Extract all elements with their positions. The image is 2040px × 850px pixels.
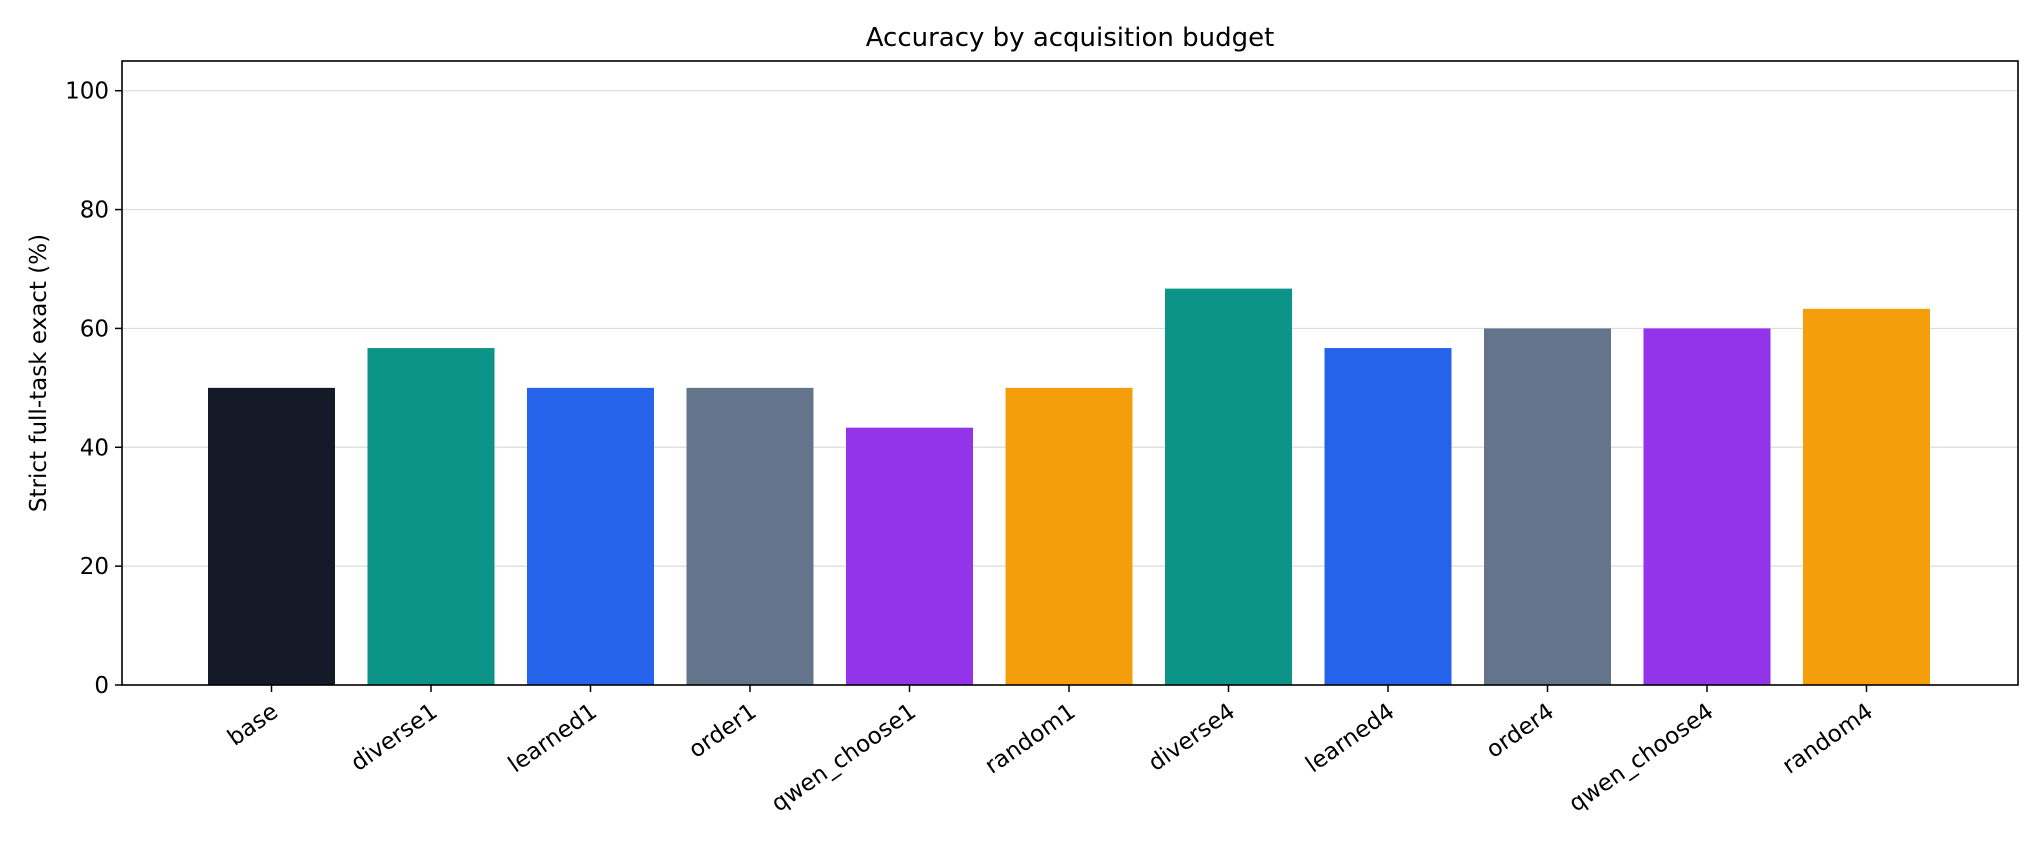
bar-base: [208, 387, 335, 685]
bar-qwen_choose1: [846, 427, 973, 685]
bar-random4: [1803, 308, 1930, 685]
y-tick-label: 100: [65, 79, 109, 105]
y-axis-label: Strict full-task exact (%): [26, 234, 52, 512]
x-tick-label-learned4: learned4: [1301, 699, 1399, 779]
bar-order1: [686, 387, 814, 685]
x-tick-label-order4: order4: [1482, 699, 1559, 764]
x-tick-label-qwen_choose4: qwen_choose4: [1564, 699, 1718, 818]
x-tick-label-qwen_choose1: qwen_choose1: [767, 699, 921, 818]
bar-order4: [1484, 328, 1611, 685]
bar-learned1: [527, 387, 654, 685]
x-tick-label-random4: random4: [1778, 699, 1878, 780]
bar-diverse4: [1165, 288, 1292, 685]
y-tick-label: 40: [80, 435, 109, 461]
x-tick-label-learned1: learned1: [504, 699, 602, 779]
x-tick-label-order1: order1: [684, 699, 761, 764]
bars: [208, 288, 1930, 685]
bar-diverse1: [367, 348, 495, 685]
bar-qwen_choose4: [1643, 328, 1771, 685]
x-tick-label-diverse1: diverse1: [346, 699, 442, 777]
y-tick-label: 20: [80, 554, 109, 580]
bar-random1: [1005, 387, 1133, 685]
chart-title: Accuracy by acquisition budget: [866, 23, 1275, 53]
x-tick-label-random1: random1: [980, 699, 1080, 780]
x-tick-label-base: base: [223, 699, 283, 752]
plot-frame: [121, 60, 2019, 686]
y-tick-label: 80: [80, 198, 109, 224]
bar-learned4: [1324, 348, 1452, 685]
y-tick-label: 0: [94, 673, 109, 699]
y-tick-label: 60: [80, 316, 109, 342]
x-tick-label-diverse4: diverse4: [1144, 699, 1240, 777]
